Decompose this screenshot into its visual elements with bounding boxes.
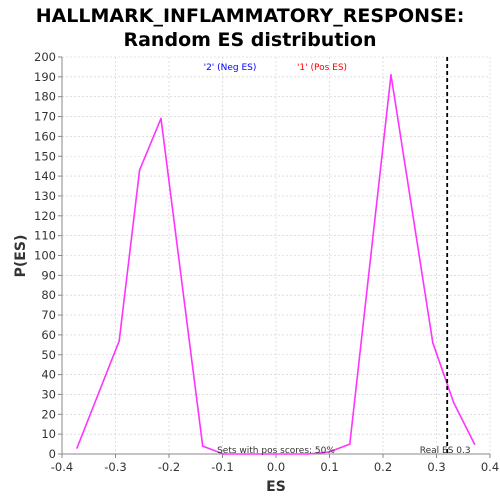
y-tick-label: 20 — [41, 407, 56, 421]
data-point — [349, 443, 351, 445]
chart-title: HALLMARK_INFLAMMATORY_RESPONSE: — [36, 5, 465, 27]
x-tick-label: 0.1 — [320, 460, 338, 474]
y-tick-label: 160 — [34, 129, 56, 143]
y-tick-label: 10 — [41, 427, 56, 441]
x-tick-label: -0.3 — [104, 460, 126, 474]
data-point — [160, 117, 162, 120]
y-tick-label: 110 — [34, 229, 56, 243]
x-tick-label: -0.4 — [51, 460, 73, 474]
y-tick-label: 150 — [34, 149, 56, 163]
data-point — [243, 453, 246, 455]
data-point — [222, 453, 225, 455]
series-layer — [76, 74, 476, 455]
y-tick-label: 170 — [34, 110, 56, 124]
legend-pos-es: '1' (Pos ES) — [297, 63, 347, 73]
x-tick-label: 0.0 — [267, 460, 285, 474]
y-tick-label: 50 — [41, 348, 56, 362]
x-axis-label: ES — [266, 479, 286, 495]
x-tick-label: -0.1 — [211, 460, 233, 474]
y-tick-label: 200 — [34, 50, 56, 64]
real-es-layer: Real ES 0.3 — [420, 57, 471, 456]
y-tick-label: 30 — [41, 387, 56, 401]
tick-labels: 0 10 20 30 40 50 60 70 80 90 100 110 120 130 140 150 160… — [34, 50, 499, 474]
y-axis-label: P(ES) — [13, 235, 29, 278]
data-point — [138, 169, 141, 171]
y-tick-label: 190 — [34, 70, 56, 84]
y-tick-label: 60 — [41, 328, 56, 342]
y-tick-label: 120 — [34, 209, 56, 223]
y-tick-label: 130 — [34, 189, 56, 203]
x-tick-label: -0.2 — [158, 460, 180, 474]
pos-scores-annotation: Sets with pos scores: 50% — [217, 446, 335, 456]
y-tick-label: 80 — [41, 288, 56, 302]
x-tick-label: 0.3 — [427, 460, 445, 474]
data-point — [76, 447, 78, 449]
data-point — [307, 453, 309, 455]
data-point — [452, 401, 455, 404]
real-es-label: Real ES 0.3 — [420, 446, 471, 456]
data-point — [285, 453, 288, 455]
chart-subtitle: Random ES distribution — [123, 29, 376, 51]
data-point — [328, 451, 330, 453]
data-point — [473, 443, 476, 445]
y-tick-label: 100 — [34, 249, 56, 263]
y-tick-label: 180 — [34, 90, 56, 104]
y-tick-label: 140 — [34, 169, 56, 183]
data-point — [390, 74, 392, 76]
x-tick-label: 0.2 — [374, 460, 392, 474]
data-point — [431, 342, 434, 344]
data-point — [118, 340, 121, 342]
data-point — [201, 445, 204, 447]
y-tick-label: 0 — [49, 447, 56, 461]
y-tick-label: 70 — [41, 308, 56, 322]
y-tick-label: 90 — [41, 268, 56, 282]
x-tick-label: 0.4 — [481, 460, 499, 474]
y-tick-label: 40 — [41, 368, 56, 382]
legend-neg-es: '2' (Neg ES) — [204, 63, 257, 73]
